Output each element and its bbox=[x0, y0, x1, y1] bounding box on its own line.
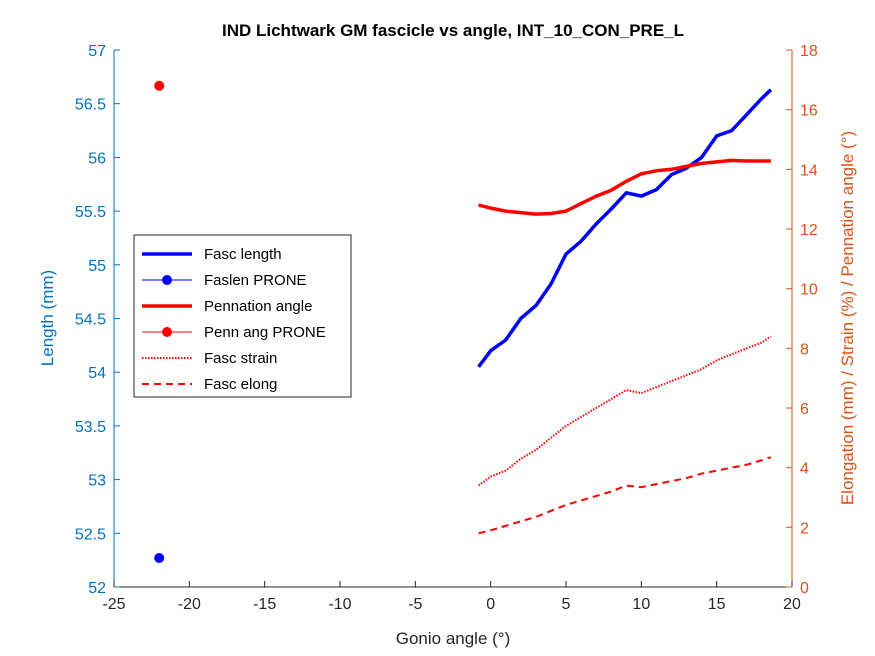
y-right-tick-label: 10 bbox=[800, 282, 818, 299]
y-right-tick-label: 6 bbox=[800, 401, 809, 418]
fasc-elong-line bbox=[478, 456, 772, 535]
legend-penn-ang-prone-label: Penn ang PRONE bbox=[204, 324, 326, 341]
y-left-tick-label: 53.5 bbox=[75, 419, 106, 436]
chart-title: IND Lichtwark GM fascicle vs angle, INT_… bbox=[222, 21, 684, 40]
y-right-tick-label: 8 bbox=[800, 341, 809, 358]
y-left-axis-label: Length (mm) bbox=[38, 270, 57, 366]
faslen-prone-point bbox=[154, 553, 165, 564]
legend-penn-ang-prone-marker bbox=[162, 327, 172, 337]
x-tick-label: -5 bbox=[408, 596, 422, 613]
penn-ang-prone-point bbox=[154, 80, 165, 91]
y-right-axis-label: Elongation (mm) / Strain (%) / Pennation… bbox=[838, 131, 857, 505]
y-right-axis-ticks: 0 2 4 6 8 10 12 14 16 18 bbox=[786, 43, 818, 597]
y-right-tick-label: 0 bbox=[800, 580, 809, 597]
y-left-tick-label: 53 bbox=[88, 473, 106, 490]
fasc-strain-line bbox=[478, 335, 772, 487]
y-left-tick-label: 52.5 bbox=[75, 526, 106, 543]
y-left-tick-label: 57 bbox=[88, 43, 106, 60]
x-tick-label: -10 bbox=[328, 596, 351, 613]
x-tick-label: -25 bbox=[102, 596, 125, 613]
y-right-tick-label: 14 bbox=[800, 162, 818, 179]
legend-pennation-angle-label: Pennation angle bbox=[204, 298, 312, 315]
x-tick-label: 20 bbox=[783, 596, 801, 613]
y-right-tick-label: 16 bbox=[800, 103, 818, 120]
y-left-tick-label: 55 bbox=[88, 258, 106, 275]
x-tick-label: 0 bbox=[486, 596, 495, 613]
y-right-tick-label: 2 bbox=[800, 520, 809, 537]
y-left-tick-label: 54 bbox=[88, 365, 106, 382]
data-layer bbox=[154, 80, 773, 564]
y-right-tick-label: 18 bbox=[800, 43, 818, 60]
x-tick-label: -20 bbox=[178, 596, 201, 613]
y-right-tick-label: 4 bbox=[800, 461, 809, 478]
x-axis-ticks: -25 -20 -15 -10 -5 0 5 10 15 20 bbox=[102, 581, 801, 613]
legend-faslen-prone-marker bbox=[162, 275, 172, 285]
y-left-axis-ticks: 52 52.5 53 53.5 54 54.5 55 55.5 56 56.5 57 bbox=[75, 43, 120, 597]
y-left-tick-label: 55.5 bbox=[75, 204, 106, 221]
y-right-tick-label: 12 bbox=[800, 222, 818, 239]
legend-fasc-length-label: Fasc length bbox=[204, 246, 282, 263]
pennation-angle-line bbox=[478, 158, 771, 216]
legend-box bbox=[133, 234, 352, 398]
legend-fasc-elong-label: Fasc elong bbox=[204, 376, 277, 393]
x-tick-label: 5 bbox=[562, 596, 571, 613]
x-tick-label: 15 bbox=[708, 596, 726, 613]
y-left-tick-label: 56 bbox=[88, 150, 106, 167]
fasc-length-line bbox=[477, 88, 773, 368]
legend-faslen-prone-label: Faslen PRONE bbox=[204, 272, 307, 289]
x-axis-label: Gonio angle (°) bbox=[396, 629, 511, 648]
legend-fasc-strain-label: Fasc strain bbox=[204, 350, 277, 367]
y-left-tick-label: 56.5 bbox=[75, 97, 106, 114]
y-left-tick-label: 52 bbox=[88, 580, 106, 597]
y-left-tick-label: 54.5 bbox=[75, 312, 106, 329]
x-tick-label: -15 bbox=[253, 596, 276, 613]
x-tick-label: 10 bbox=[632, 596, 650, 613]
legend: Fasc length Faslen PRONE Pennation angle Pe… bbox=[133, 234, 352, 398]
